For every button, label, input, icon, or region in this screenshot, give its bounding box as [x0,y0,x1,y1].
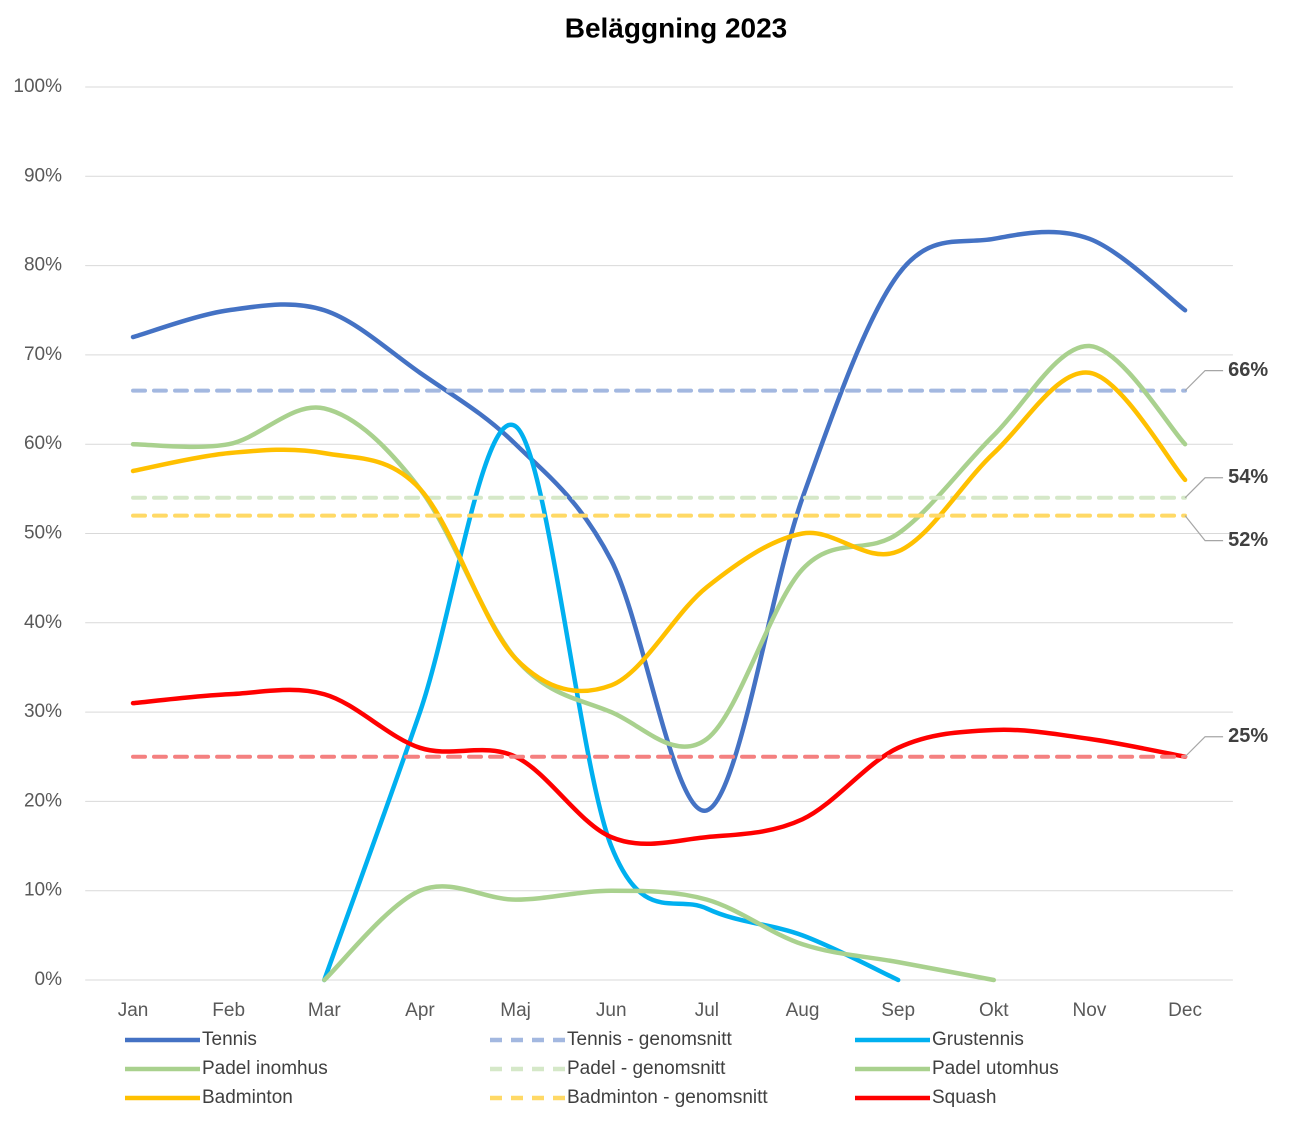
y-tick-label: 40% [24,612,62,633]
x-tick-label: Okt [979,1000,1009,1021]
legend-label: Padel utomhus [932,1058,1059,1079]
leader-line [1184,477,1224,499]
data-label: 52% [1228,529,1268,551]
legend-label: Grustennis [932,1029,1024,1050]
series-line [130,687,1188,847]
x-tick-label: Dec [1168,1000,1202,1021]
x-tick-label: Jul [695,1000,719,1021]
legend-label: Tennis - genomsnitt [567,1029,732,1050]
y-tick-label: 100% [13,76,62,97]
series-line [130,229,1188,813]
series-line [322,884,997,983]
x-tick-label: Nov [1073,1000,1107,1021]
y-tick-label: 10% [24,880,62,901]
legend-label: Badminton [202,1087,293,1108]
leader-line [1184,370,1224,392]
y-tick-label: 90% [24,165,62,186]
x-tick-label: Aug [786,1000,820,1021]
y-tick-label: 30% [24,701,62,722]
x-tick-label: Jun [596,1000,627,1021]
data-label: 54% [1228,466,1268,488]
legend-label: Badminton - genomsnitt [567,1087,768,1108]
legend-label: Tennis [202,1029,257,1050]
data-label: 25% [1228,725,1268,747]
chart-title: Beläggning 2023 [565,12,788,43]
x-tick-label: Apr [405,1000,435,1021]
y-tick-label: 60% [24,433,62,454]
legend-label: Squash [932,1087,996,1108]
y-tick-label: 20% [24,790,62,811]
x-tick-label: Feb [212,1000,245,1021]
x-tick-label: Jan [118,1000,149,1021]
y-tick-label: 70% [24,344,62,365]
legend-label: Padel inomhus [202,1058,328,1079]
y-tick-label: 80% [24,255,62,276]
legend-label: Padel - genomsnitt [567,1058,726,1079]
leader-line [1184,515,1224,542]
y-tick-label: 50% [24,523,62,544]
series-line [130,370,1188,694]
series-line [322,422,901,983]
series-line [130,343,1188,749]
x-tick-label: Mar [308,1000,341,1021]
x-tick-label: Sep [881,1000,915,1021]
x-tick-label: Maj [500,1000,531,1021]
y-tick-label: 0% [35,969,63,990]
leader-line [1184,736,1224,758]
data-label: 66% [1228,359,1268,381]
